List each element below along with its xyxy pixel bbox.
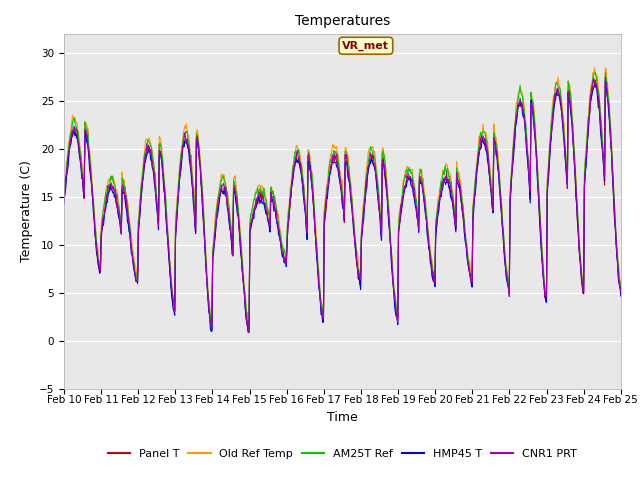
HMP45 T — [70, 129, 78, 134]
CNR1 PRT — [602, 74, 609, 80]
Old Ref Temp — [591, 65, 598, 71]
AM25T Ref — [60, 188, 68, 194]
Line: Old Ref Temp: Old Ref Temp — [64, 68, 621, 324]
Panel T — [617, 289, 625, 295]
AM25T Ref — [617, 288, 625, 293]
HMP45 T — [60, 201, 68, 207]
Line: AM25T Ref: AM25T Ref — [64, 72, 621, 329]
CNR1 PRT — [60, 196, 68, 202]
Y-axis label: Temperature (C): Temperature (C) — [20, 160, 33, 262]
Line: CNR1 PRT: CNR1 PRT — [64, 77, 621, 333]
AM25T Ref — [214, 197, 222, 203]
Old Ref Temp — [127, 233, 135, 239]
CNR1 PRT — [70, 123, 78, 129]
Legend: Panel T, Old Ref Temp, AM25T Ref, HMP45 T, CNR1 PRT: Panel T, Old Ref Temp, AM25T Ref, HMP45 … — [104, 444, 581, 463]
Old Ref Temp — [214, 196, 221, 202]
Line: Panel T: Panel T — [64, 78, 621, 332]
AM25T Ref — [184, 136, 192, 142]
Panel T — [184, 143, 192, 149]
X-axis label: Time: Time — [327, 410, 358, 424]
Old Ref Temp — [411, 184, 419, 190]
Text: VR_met: VR_met — [342, 41, 389, 51]
CNR1 PRT — [184, 141, 192, 147]
Panel T — [127, 244, 135, 250]
CNR1 PRT — [245, 330, 253, 336]
Old Ref Temp — [60, 190, 68, 196]
Old Ref Temp — [617, 281, 625, 287]
Old Ref Temp — [428, 253, 435, 259]
Line: HMP45 T: HMP45 T — [64, 81, 621, 332]
CNR1 PRT — [214, 205, 221, 211]
AM25T Ref — [70, 115, 78, 120]
Panel T — [244, 329, 252, 335]
HMP45 T — [244, 329, 252, 335]
HMP45 T — [411, 199, 419, 205]
CNR1 PRT — [411, 195, 419, 201]
Panel T — [590, 75, 598, 81]
Old Ref Temp — [244, 322, 252, 327]
Old Ref Temp — [184, 133, 192, 139]
Title: Temperatures: Temperatures — [295, 14, 390, 28]
CNR1 PRT — [127, 244, 135, 250]
HMP45 T — [428, 262, 435, 267]
AM25T Ref — [591, 70, 599, 75]
Panel T — [70, 128, 78, 133]
HMP45 T — [184, 145, 192, 151]
CNR1 PRT — [428, 257, 435, 263]
Old Ref Temp — [70, 118, 78, 124]
Panel T — [60, 195, 68, 201]
HMP45 T — [214, 213, 221, 219]
Panel T — [428, 263, 435, 268]
HMP45 T — [617, 293, 625, 299]
AM25T Ref — [411, 188, 419, 194]
AM25T Ref — [208, 326, 216, 332]
Panel T — [411, 198, 419, 204]
Panel T — [214, 207, 221, 213]
CNR1 PRT — [617, 289, 625, 295]
AM25T Ref — [127, 241, 135, 247]
AM25T Ref — [428, 255, 435, 261]
HMP45 T — [127, 251, 135, 256]
HMP45 T — [602, 78, 609, 84]
